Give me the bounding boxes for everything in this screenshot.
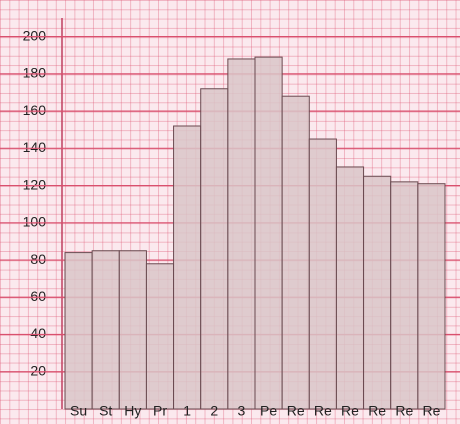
y-tick-label: 140: [23, 139, 47, 155]
x-tick-label: Re: [287, 403, 305, 419]
bar: [390, 181, 419, 410]
y-tick-label: 200: [23, 27, 47, 43]
y-tick-label: 80: [30, 251, 46, 267]
y-tick-label: 160: [23, 102, 47, 118]
x-tick-label: Pr: [153, 403, 167, 419]
x-tick-label: Re: [341, 403, 359, 419]
y-tick-label: 20: [30, 362, 46, 378]
bar: [335, 166, 365, 410]
bar: [64, 252, 93, 410]
bar: [91, 250, 120, 410]
bar: [417, 183, 446, 410]
x-tick-label: 1: [183, 403, 191, 419]
x-tick-label: Pe: [260, 403, 277, 419]
y-tick-label: 100: [23, 214, 47, 230]
bar: [227, 58, 256, 410]
y-tick-label: 40: [30, 325, 46, 341]
bar: [363, 175, 392, 410]
y-tick-label: 60: [30, 288, 46, 304]
x-tick-label: Re: [422, 403, 440, 419]
bar: [308, 138, 337, 410]
bar: [281, 95, 310, 410]
bar: [145, 263, 175, 410]
x-tick-label: Re: [368, 403, 386, 419]
x-tick-label: 3: [238, 403, 246, 419]
x-tick-label: Hy: [124, 403, 141, 419]
y-tick-label: 120: [23, 176, 47, 192]
x-tick-label: Su: [70, 403, 87, 419]
bar: [200, 88, 229, 410]
bar: [254, 56, 283, 410]
y-tick-label: 180: [23, 65, 47, 81]
x-tick-label: Re: [395, 403, 413, 419]
bar: [173, 125, 202, 410]
x-tick-label: Re: [314, 403, 332, 419]
x-tick-label: St: [99, 403, 112, 419]
x-tick-label: 2: [210, 403, 218, 419]
bar: [118, 250, 147, 410]
